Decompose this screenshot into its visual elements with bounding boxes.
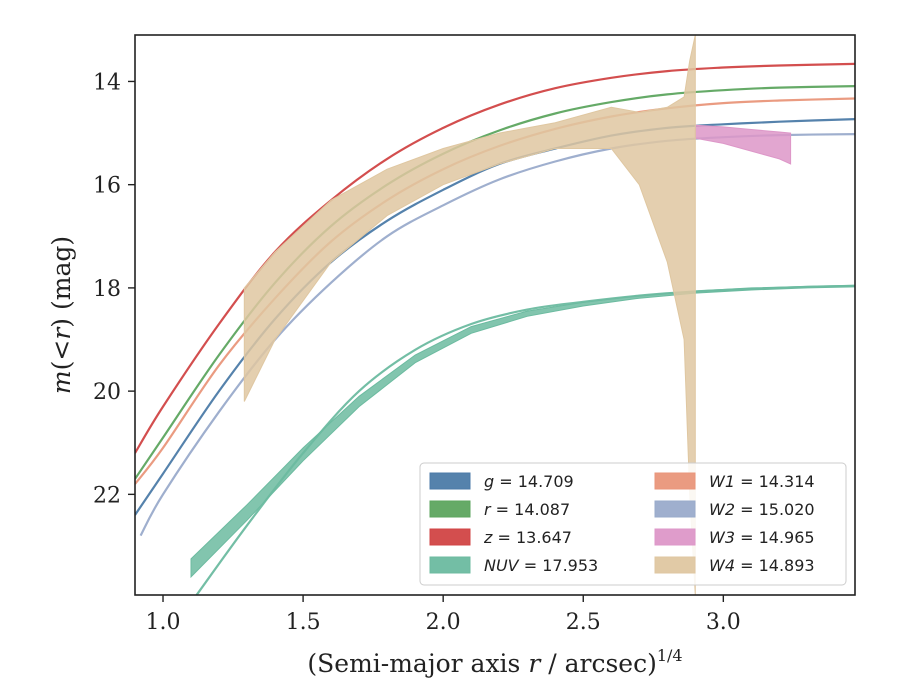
series-nuv-line [195, 284, 855, 595]
series-w4-band [243, 35, 696, 595]
y-tick-label: 22 [93, 483, 121, 508]
legend-swatch [654, 472, 696, 490]
legend-item-w4: W4 = 14.893 [654, 556, 815, 575]
legend-label: W1 = 14.314 [709, 472, 815, 491]
legend-label: g = 14.709 [484, 472, 574, 491]
y-axis-title: m(<r) (mag) [47, 236, 76, 394]
y-tick-label: 20 [93, 380, 121, 405]
legend-swatch [429, 500, 471, 518]
x-tick-label: 2.0 [426, 610, 461, 635]
x-axis: 1.0 1.5 2.0 2.5 3.0 [146, 595, 741, 635]
y-axis: 14 16 18 20 22 [93, 70, 135, 508]
series-w3-band [694, 124, 792, 165]
y-tick-label: 16 [93, 174, 121, 199]
series-z-line [135, 62, 855, 454]
legend-label: W4 = 14.893 [709, 556, 815, 575]
legend-item-w2: W2 = 15.020 [654, 500, 815, 519]
legend-swatch [654, 556, 696, 574]
x-tick-label: 3.0 [706, 610, 741, 635]
x-tick-label: 1.0 [146, 610, 181, 635]
legend-label: W3 = 14.965 [709, 528, 815, 547]
y-tick-label: 14 [93, 70, 121, 95]
legend: g = 14.709 r = 14.087 z = 13.647 NUV = 17.9… [419, 462, 847, 586]
legend-label: r = 14.087 [484, 500, 570, 519]
series-nuv-band [190, 284, 855, 579]
plot-frame [134, 34, 856, 596]
legend-box [419, 462, 847, 586]
x-axis-title: (Semi-major axis r / arcsec)1/4 [307, 646, 682, 678]
legend-item-w1: W1 = 14.314 [654, 472, 815, 491]
series-layer [135, 35, 855, 595]
legend-label: z = 13.647 [483, 528, 572, 547]
legend-item-z: z = 13.647 [429, 528, 572, 547]
y-tick-label: 18 [93, 277, 121, 302]
legend-item-r: r = 14.087 [429, 500, 570, 519]
legend-item-w3: W3 = 14.965 [654, 528, 815, 547]
series-g-line [135, 118, 855, 516]
legend-swatch [654, 528, 696, 546]
legend-swatch [429, 472, 471, 490]
legend-swatch [429, 528, 471, 546]
legend-label: NUV = 17.953 [484, 556, 598, 575]
legend-item-g: g = 14.709 [429, 472, 574, 491]
x-tick-label: 2.5 [566, 610, 601, 635]
legend-label: W2 = 15.020 [709, 500, 815, 519]
x-tick-label: 1.5 [286, 610, 321, 635]
legend-swatch [654, 500, 696, 518]
legend-swatch [429, 556, 471, 574]
legend-item-nuv: NUV = 17.953 [429, 556, 598, 575]
